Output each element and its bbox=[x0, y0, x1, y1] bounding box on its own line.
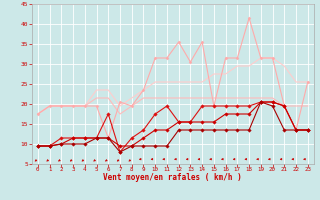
X-axis label: Vent moyen/en rafales ( km/h ): Vent moyen/en rafales ( km/h ) bbox=[103, 173, 242, 182]
